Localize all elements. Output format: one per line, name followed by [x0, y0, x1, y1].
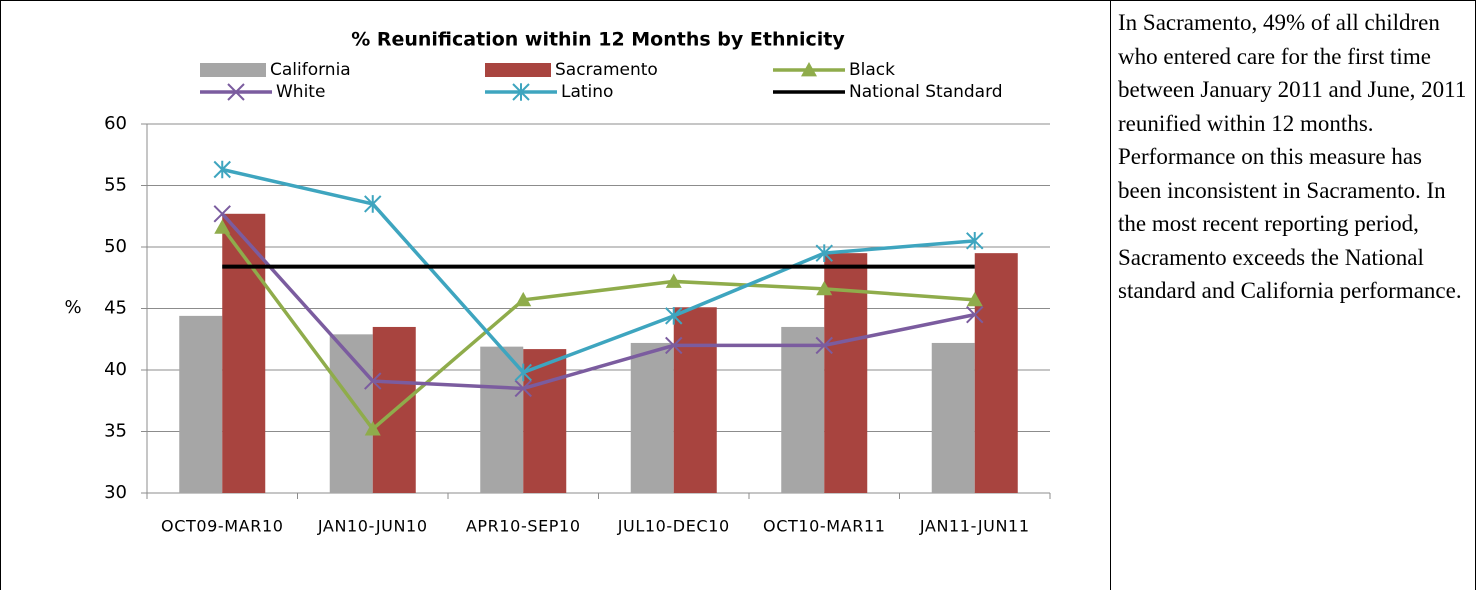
- marker: [966, 232, 984, 250]
- bar: [222, 213, 266, 494]
- bar: [630, 342, 674, 493]
- y-tick-label: 35: [104, 421, 127, 442]
- marker: [364, 195, 382, 213]
- description: In Sacramento, 49% of all children who e…: [1118, 10, 1467, 303]
- bar: [673, 307, 717, 493]
- cell-border: [0, 0, 1, 590]
- marker: [665, 307, 683, 325]
- x-tick-label: OCT10-MAR11: [763, 517, 886, 536]
- y-tick-label: 40: [104, 359, 127, 380]
- marker: [665, 273, 682, 288]
- marker: [213, 205, 231, 223]
- marker: [512, 83, 530, 101]
- x-tick-label: JUL10-DEC10: [617, 517, 730, 536]
- legend-label: National Standard: [849, 82, 1003, 102]
- marker: [364, 372, 382, 390]
- y-tick-label: 60: [104, 113, 127, 134]
- marker: [966, 305, 984, 324]
- marker: [227, 83, 245, 101]
- bar: [781, 326, 825, 493]
- marker: [214, 219, 231, 234]
- bar: [974, 253, 1018, 493]
- marker: [816, 280, 833, 296]
- marker: [514, 363, 532, 382]
- marker: [815, 336, 833, 355]
- marker: [514, 379, 532, 398]
- bar: [179, 315, 223, 493]
- cell-border: [0, 0, 1476, 1]
- marker: [801, 62, 817, 77]
- bar: [523, 349, 567, 493]
- y-axis-label: %: [64, 297, 81, 318]
- y-tick-label: 30: [104, 482, 127, 503]
- bar: [329, 334, 373, 493]
- marker: [966, 291, 983, 307]
- y-tick-label: 50: [104, 236, 127, 257]
- legend-swatch: [485, 63, 551, 77]
- marker: [815, 244, 833, 262]
- y-tick-label: 45: [104, 298, 127, 319]
- marker: [665, 336, 683, 355]
- y-tick-label: 55: [104, 175, 127, 196]
- x-tick-label: JAN10-JUN10: [317, 517, 428, 536]
- cell-border: [1475, 0, 1476, 590]
- series-line: [220, 212, 976, 391]
- legend-label: Latino: [561, 82, 613, 102]
- x-tick-label: JAN11-JUN11: [919, 517, 1030, 536]
- legend-swatch: [200, 63, 266, 77]
- cell-border: [1110, 0, 1111, 590]
- x-tick-label: OCT09-MAR10: [161, 517, 284, 536]
- chart-title: % Reunification within 12 Months by Ethn…: [351, 29, 845, 51]
- bar: [931, 342, 975, 493]
- series-line: [221, 167, 975, 375]
- legend-label: White: [276, 82, 325, 102]
- legend-label: Black: [849, 60, 895, 80]
- marker: [364, 421, 381, 436]
- marker: [515, 291, 532, 307]
- chart: % Reunification within 12 Months by Ethn…: [64, 29, 1051, 536]
- x-tick-label: APR10-SEP10: [466, 517, 581, 536]
- legend-label: California: [270, 60, 351, 80]
- bar: [480, 346, 524, 493]
- marker: [213, 160, 231, 179]
- series-line: [220, 226, 975, 432]
- legend-label: Sacramento: [555, 60, 658, 80]
